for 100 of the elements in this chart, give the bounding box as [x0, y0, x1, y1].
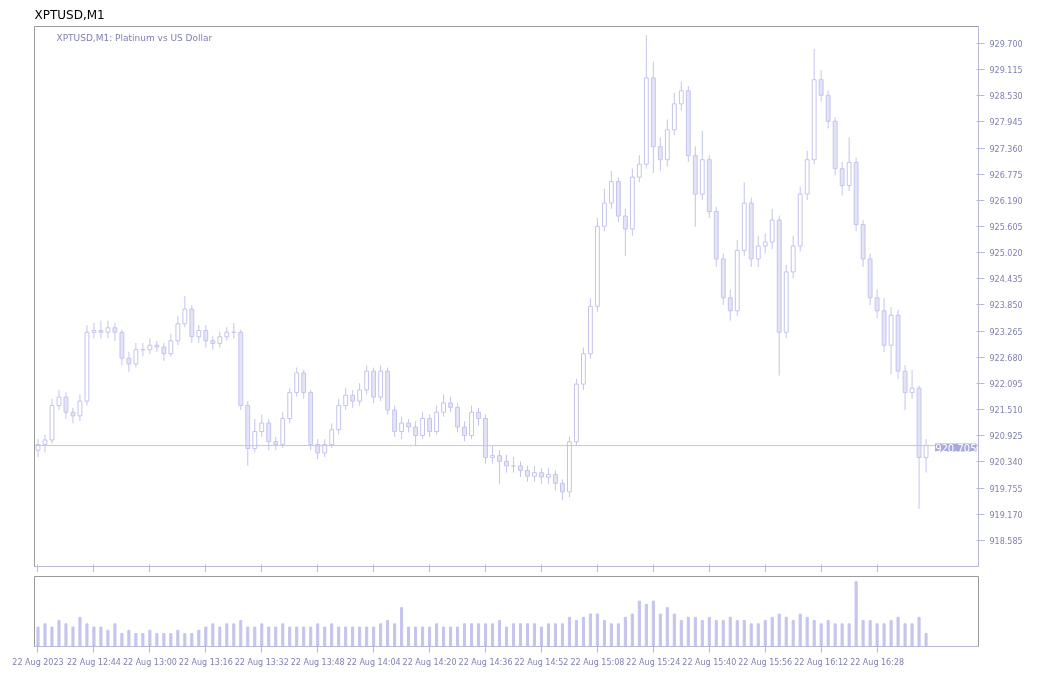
y-tick-label: 923.265: [989, 327, 1023, 337]
bar: [469, 623, 474, 647]
candlestick: [175, 315, 181, 346]
bar: [232, 623, 236, 647]
y-tick-label: 921.510: [989, 406, 1023, 416]
bar: [127, 629, 131, 647]
bar: [400, 607, 404, 647]
bar: [910, 623, 914, 647]
x-tick-label: 22 Aug 14:04: [346, 657, 401, 667]
bar: [78, 616, 82, 647]
candlestick: [727, 288, 733, 322]
bar: [840, 623, 844, 647]
candlestick: [846, 136, 852, 192]
bar: [463, 623, 467, 647]
x-tick-label: 22 Aug 14:20: [402, 657, 457, 667]
bar: [707, 616, 711, 647]
bar: [546, 623, 550, 647]
bar: [581, 616, 585, 647]
bar: [449, 626, 453, 647]
y-tick-label: 929.115: [989, 66, 1023, 76]
x-tick-label: 22 Aug 15:24: [626, 657, 681, 667]
bar: [672, 613, 676, 647]
candlestick: [294, 367, 300, 398]
bar: [239, 620, 243, 647]
candlestick: [553, 469, 558, 492]
bar: [197, 629, 201, 647]
y-tick-label: 923.850: [989, 301, 1023, 311]
bar: [903, 623, 907, 647]
bar: [106, 629, 110, 647]
bar: [476, 623, 481, 647]
bar: [833, 623, 837, 647]
bar: [64, 623, 68, 647]
bar: [302, 626, 306, 647]
bar: [148, 629, 152, 647]
bar: [896, 616, 900, 647]
bar: [246, 626, 250, 647]
x-tick-label: 22 Aug 16:28: [850, 657, 905, 667]
bar: [504, 626, 509, 647]
bar: [812, 620, 816, 647]
candlestick: [560, 478, 565, 501]
text: XPTUSD,M1: Platinum vs US Dollar: [56, 32, 213, 43]
bar: [623, 616, 627, 647]
y-tick-label: 929.700: [989, 39, 1023, 49]
bar: [71, 626, 75, 647]
bar: [190, 633, 194, 647]
bar: [442, 626, 446, 647]
bar: [882, 623, 886, 647]
candlestick: [657, 136, 663, 172]
bar: [588, 613, 592, 647]
y-tick-label: 919.170: [989, 510, 1023, 520]
bar: [379, 623, 383, 647]
bar: [134, 633, 138, 647]
bar: [260, 623, 264, 647]
bar: [735, 620, 739, 647]
bar: [826, 620, 830, 647]
bar: [407, 626, 411, 647]
y-tick-label: 918.585: [989, 536, 1023, 546]
chart-title: XPTUSD,M1: [34, 7, 105, 22]
bar: [532, 623, 537, 647]
bar: [309, 626, 313, 647]
bar: [924, 633, 928, 647]
y-tick-label: 922.095: [989, 379, 1023, 389]
y-tick-label: 928.530: [989, 92, 1023, 102]
bar: [365, 626, 369, 647]
bar: [847, 623, 851, 647]
candlestick: [259, 414, 265, 438]
bar: [616, 623, 620, 647]
candlestick: [462, 420, 467, 442]
bar: [162, 633, 166, 647]
bar: [525, 623, 530, 647]
y-tick-label: 925.605: [989, 223, 1023, 233]
bar: [861, 620, 865, 647]
candlestick: [147, 338, 153, 355]
candlestick: [636, 154, 642, 183]
bar: [805, 616, 809, 647]
bar: [700, 620, 704, 647]
bar: [819, 623, 823, 647]
bar: [644, 603, 648, 647]
bar: [637, 600, 641, 647]
bar: [490, 623, 495, 647]
candlestick: [133, 342, 139, 369]
y-tick-label: 919.755: [989, 484, 1023, 494]
bar: [253, 626, 257, 647]
candlestick: [392, 405, 398, 438]
candlestick: [622, 208, 628, 257]
bar: [155, 633, 159, 647]
bar: [609, 623, 613, 647]
bar: [225, 623, 229, 647]
bar: [386, 620, 390, 647]
candlestick: [469, 405, 474, 440]
bar: [120, 633, 124, 647]
bar: [798, 613, 802, 647]
bar: [721, 620, 725, 647]
candlestick: [427, 414, 432, 438]
bar: [295, 626, 299, 647]
bar: [456, 626, 460, 647]
y-tick-label: 925.020: [989, 249, 1023, 259]
bar: [518, 623, 523, 647]
y-tick-label: 924.435: [989, 275, 1023, 285]
x-tick-label: 22 Aug 16:12: [794, 657, 849, 667]
